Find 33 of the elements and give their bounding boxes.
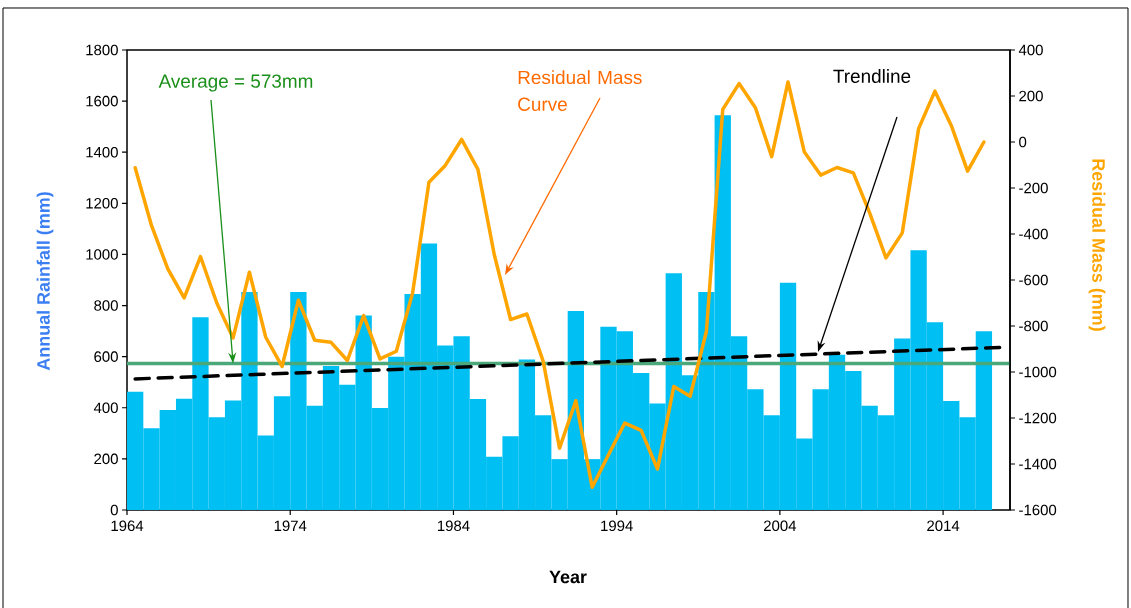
y2-tick-label: 0	[1019, 136, 1027, 148]
y-tick-label: 200	[94, 453, 118, 465]
y-tick-label: 800	[94, 300, 118, 311]
annotation: Trendline	[833, 69, 911, 83]
y-tick-label: 1600	[86, 95, 118, 107]
y2-tick-label: -1400	[1019, 458, 1057, 470]
y-tick-label: 0	[110, 504, 118, 516]
y-tick-label: 1400	[86, 146, 118, 158]
y2-tick-label: -600	[1019, 274, 1048, 286]
y2-tick-label: 200	[1019, 90, 1043, 102]
y2-tick-label: -1000	[1019, 366, 1057, 378]
y-tick-label: 400	[93, 402, 118, 414]
y-tick-label: 1000	[86, 249, 118, 260]
y2-tick-label: -1200	[1019, 412, 1057, 424]
y2-tick-label: -800	[1019, 320, 1048, 332]
y2-tick-label: -200	[1019, 182, 1048, 194]
x-tick-label: 1994	[601, 520, 633, 532]
y2-axis-title: Residual Mass (mm)	[1088, 159, 1106, 331]
x-tick-label: 1964	[111, 520, 144, 532]
x-tick-label: 1984	[437, 520, 470, 532]
y-axis-title: Annual Rainfall (mm)	[36, 192, 54, 371]
y-tick-label: 1800	[86, 44, 118, 56]
annotation: Average = 573mm	[158, 74, 313, 92]
x-axis-title: Year	[549, 570, 587, 584]
x-tick-label: 2004	[764, 520, 797, 532]
x-tick-label: 1974	[274, 520, 307, 532]
y-tick-label: 600	[94, 351, 118, 362]
y2-tick-label: -1600	[1019, 504, 1057, 516]
y2-tick-label: -400	[1019, 228, 1048, 240]
y2-tick-label: 400	[1018, 44, 1043, 56]
x-tick-label: 2014	[927, 520, 960, 532]
y-tick-label: 1200	[86, 198, 118, 209]
annotation: Residual Mass Curve	[518, 70, 642, 111]
